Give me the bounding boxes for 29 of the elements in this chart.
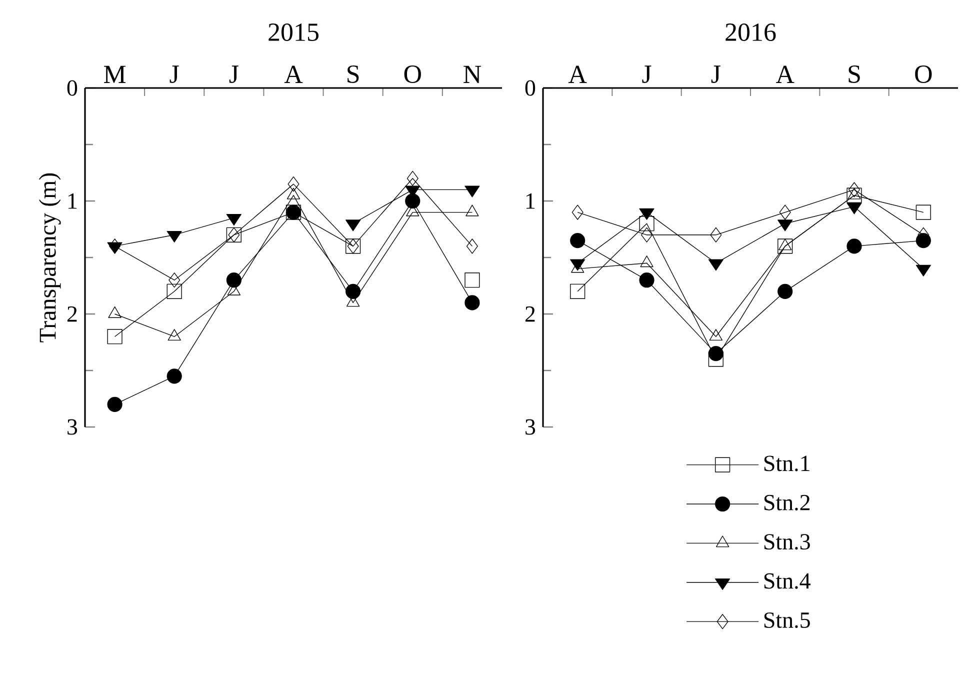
y-tick-label: 1 (68, 193, 77, 209)
chart-title: 2016 (726, 23, 776, 42)
y-tick-label: 2 (525, 306, 535, 322)
x-tick-label: O (404, 65, 421, 83)
legend-label: Stn.2 (764, 494, 810, 510)
legend-label: Stn.4 (764, 573, 810, 589)
x-tick-label: J (229, 66, 238, 83)
x-tick-label: J (642, 66, 652, 83)
x-tick-label: A (568, 66, 587, 83)
y-tick-label: 3 (526, 419, 536, 435)
y-tick-label: 1 (526, 193, 535, 209)
x-tick-label: S (348, 65, 359, 83)
legend-label: Stn.3 (764, 534, 810, 550)
x-tick-label: J (711, 66, 720, 83)
y-tick-label: 0 (67, 80, 78, 96)
legend-label: Stn.5 (764, 612, 810, 628)
y-tick-label: 3 (68, 419, 78, 435)
y-tick-label: 2 (67, 306, 77, 322)
x-tick-label: J (170, 66, 179, 83)
x-tick-label: S (848, 65, 860, 83)
x-tick-label: A (776, 66, 794, 83)
x-tick-label: M (104, 66, 126, 83)
x-tick-label: N (464, 66, 482, 83)
y-axis-title: Transparency (m) (38, 173, 61, 342)
chart-title: 2015 (268, 23, 318, 41)
y-tick-label: 0 (525, 80, 536, 96)
legend-label: Stn.1 (764, 456, 810, 472)
x-tick-label: A (284, 66, 303, 83)
x-tick-label: O (915, 65, 932, 83)
